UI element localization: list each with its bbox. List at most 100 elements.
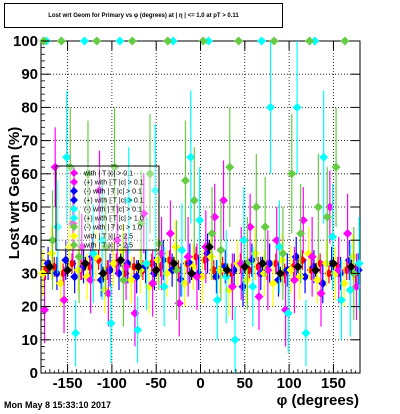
data-point [307, 252, 317, 262]
y-tick-label: 30 [21, 265, 38, 282]
chart-title: Lost wrt Geom for Primary vs φ (degrees)… [48, 12, 239, 19]
data-point [183, 252, 193, 262]
data-point [151, 265, 161, 275]
data-point [313, 202, 323, 212]
legend-entry: (+) with | T |c| > 0.1 [84, 198, 144, 205]
y-tick-label: 100 [13, 33, 38, 50]
data-point [275, 268, 285, 278]
data-point [62, 152, 72, 162]
data-point [278, 248, 288, 258]
data-point [340, 36, 350, 46]
x-tick-label: -100 [97, 375, 127, 392]
axes-ticks: -150 -100 -50 0 50 100 150 0 10 20 30 40 50 60 70 80 90 1… [13, 33, 360, 392]
y-tick-label: 90 [21, 66, 38, 83]
data-point [61, 255, 71, 265]
data-point [56, 36, 66, 46]
y-tick-label: 50 [21, 199, 38, 216]
data-point [70, 272, 80, 282]
data-point [266, 102, 276, 112]
data-point [150, 185, 160, 195]
data-layer [38, 36, 364, 373]
data-point [240, 262, 250, 272]
x-axis-title: φ (degrees) [277, 392, 359, 409]
data-point [92, 36, 102, 46]
series-group [38, 220, 358, 317]
data-point [212, 295, 222, 305]
data-point [45, 262, 55, 272]
data-point [296, 229, 306, 239]
legend-entry: (-) with | T |c| > 1.0 [84, 225, 142, 232]
data-point [133, 325, 143, 335]
data-point [319, 152, 329, 162]
data-point [221, 272, 231, 282]
data-point [300, 272, 310, 282]
data-point [171, 242, 181, 252]
data-point [65, 162, 75, 172]
x-tick-label: 50 [236, 375, 253, 392]
title-box: Lost wrt Geom for Primary vs φ (degrees)… [4, 3, 283, 28]
data-point [180, 175, 190, 185]
data-point [260, 222, 270, 232]
data-point [248, 282, 258, 292]
data-point [328, 232, 338, 242]
data-point [136, 219, 146, 229]
data-point [336, 295, 346, 305]
y-tick-label: 40 [21, 232, 38, 249]
data-point [110, 162, 120, 172]
data-point [203, 36, 213, 46]
y-tick-label: 60 [21, 166, 38, 183]
data-point [222, 265, 232, 275]
data-point [345, 285, 355, 295]
y-tick-label: 20 [21, 299, 38, 316]
data-point [206, 252, 216, 262]
y-tick-label: 10 [21, 332, 38, 349]
data-point [48, 235, 58, 245]
data-point [189, 195, 199, 205]
series-group [41, 36, 364, 373]
data-point [186, 152, 196, 162]
x-tick-label: -50 [145, 375, 167, 392]
data-point [169, 258, 179, 268]
data-point [50, 162, 60, 172]
data-point [331, 162, 341, 172]
data-point [207, 229, 217, 239]
data-point [109, 258, 119, 268]
legend-entry: with | T |c| > 2.5 [83, 234, 133, 241]
data-point [83, 169, 93, 179]
data-point [73, 265, 83, 275]
x-tick-label: 100 [277, 375, 302, 392]
data-point [47, 248, 57, 258]
data-point [59, 295, 69, 305]
data-point [97, 235, 107, 245]
data-point [258, 258, 268, 268]
data-point [254, 292, 264, 302]
data-point [346, 262, 356, 272]
data-point [187, 268, 197, 278]
data-point [304, 36, 314, 46]
data-point [112, 235, 122, 245]
data-point [289, 275, 299, 285]
data-point [165, 229, 175, 239]
data-point [343, 229, 353, 239]
series-group [45, 240, 356, 281]
data-point [287, 169, 297, 179]
data-point [115, 36, 125, 46]
legend-entry: (-) with | T |c| > 0.1 [84, 189, 142, 196]
legend-entry: (-) with | T |c| > 0.1 [84, 207, 142, 214]
timestamp: Mon May 8 15:33:10 2017 [4, 400, 112, 410]
data-point [40, 305, 50, 315]
data-point [197, 272, 207, 282]
data-point [293, 262, 303, 272]
data-point [148, 278, 158, 288]
data-point [177, 245, 187, 255]
data-point [301, 328, 311, 338]
data-point [127, 36, 137, 46]
data-point [141, 258, 151, 268]
data-point [116, 255, 126, 265]
data-point [101, 242, 111, 252]
data-point [133, 262, 143, 272]
legend: with | T |c| > 0.1 (+) with | T |c| > 0.1… [55, 165, 160, 251]
data-point [234, 36, 244, 46]
